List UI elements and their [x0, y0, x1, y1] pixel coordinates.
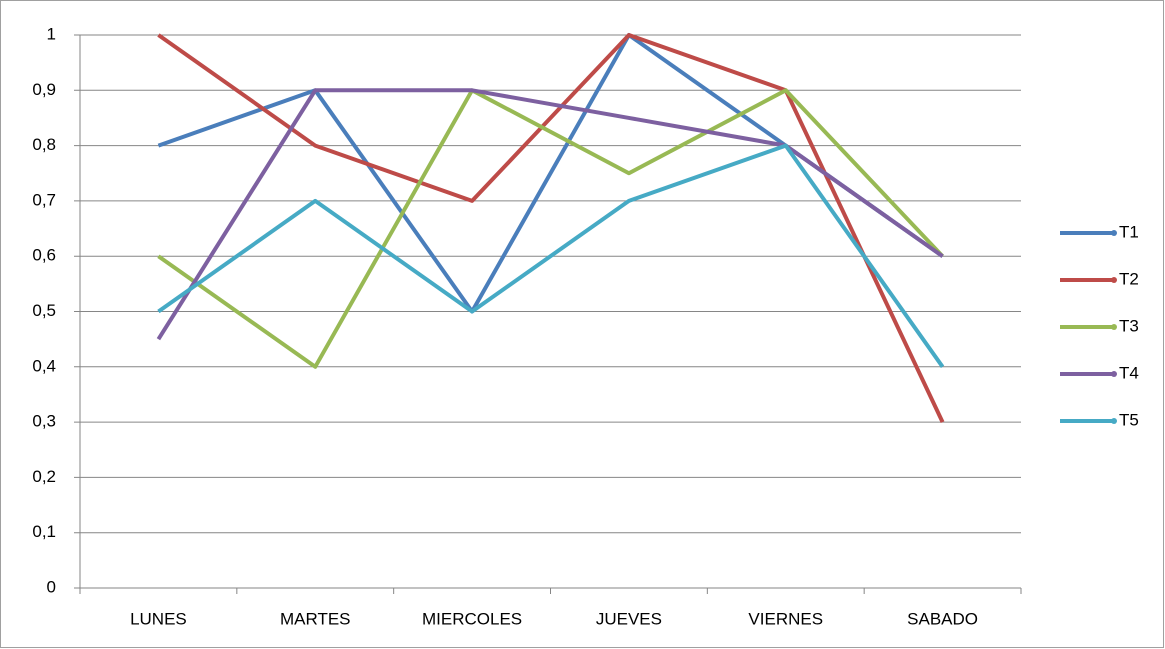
- series-line: [156, 88, 944, 341]
- y-tick-label: 0,5: [32, 301, 56, 320]
- y-tick-label: 0,9: [32, 80, 56, 99]
- y-tick-label: 0,7: [32, 190, 56, 209]
- legend-label: T3: [1119, 316, 1139, 335]
- y-tick-label: 0,1: [32, 522, 56, 541]
- legend-marker: [1111, 371, 1117, 377]
- series-line: [157, 143, 945, 368]
- x-tick-label: MARTES: [280, 609, 351, 628]
- y-tick-label: 0,3: [32, 412, 56, 431]
- x-tick-label: VIERNES: [748, 609, 823, 628]
- y-tick-label: 0,8: [32, 135, 56, 154]
- legend-label: T5: [1119, 410, 1139, 429]
- y-tick-label: 1: [47, 24, 56, 43]
- legend-marker: [1111, 418, 1117, 424]
- legend-label: T2: [1119, 269, 1139, 288]
- x-tick-label: MIERCOLES: [422, 609, 522, 628]
- y-tick-label: 0,4: [32, 356, 56, 375]
- x-tick-label: JUEVES: [596, 609, 662, 628]
- y-tick-label: 0,6: [32, 246, 56, 265]
- y-tick-label: 0: [47, 577, 56, 596]
- series-line: [157, 88, 945, 369]
- legend-label: T4: [1119, 363, 1139, 382]
- x-tick-label: LUNES: [130, 609, 187, 628]
- legend-label: T1: [1119, 222, 1139, 241]
- x-tick-label: SABADO: [907, 609, 978, 628]
- legend-marker: [1111, 324, 1117, 330]
- legend-marker: [1111, 230, 1117, 236]
- series-line: [157, 33, 945, 423]
- legend-marker: [1111, 277, 1117, 283]
- y-tick-label: 0,2: [32, 467, 56, 486]
